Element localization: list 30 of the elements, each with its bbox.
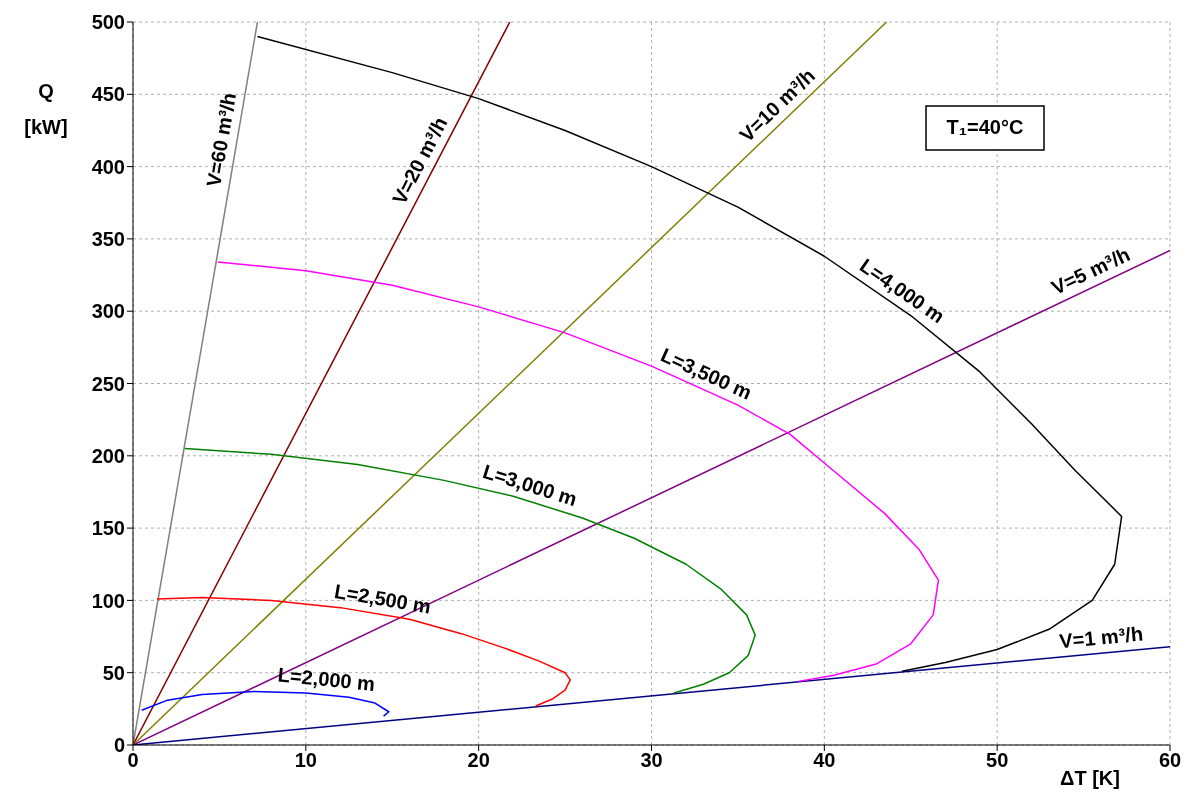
text: V=60 m³/h (202, 91, 241, 189)
y-axis-title: Q [kW] (24, 80, 68, 138)
x-tick-label: 30 (640, 749, 663, 772)
text: V=20 m³/h (388, 113, 452, 208)
y-tick-label: 150 (91, 517, 125, 540)
x-tick-label: 20 (467, 749, 490, 772)
y-tick-label: 400 (91, 155, 125, 178)
y-tick-label: 100 (91, 589, 125, 612)
text: V=5 m³/h (1048, 242, 1134, 299)
x-tick-label: 40 (813, 749, 836, 772)
x-tick-label: 50 (986, 749, 1009, 772)
y-tick-label: 500 (91, 11, 125, 34)
x-tick-label: 10 (294, 749, 317, 772)
y-tick-label: 350 (91, 228, 125, 250)
y-tick-label: 50 (102, 661, 125, 684)
y-tick-label: 200 (91, 444, 125, 467)
y-tick-label: 0 (113, 734, 125, 757)
y-tick-label: 450 (91, 83, 125, 106)
text: L=2,500 m (332, 579, 433, 618)
line-series (140, 690, 390, 717)
y-tick-label: 250 (91, 372, 125, 395)
text: L=3,000 m (480, 460, 580, 511)
x-axis-title: ΔT [K] (1060, 767, 1120, 789)
text: V=1 m³/h (1058, 622, 1144, 653)
x-tick-label: 0 (127, 749, 139, 772)
line-series (184, 447, 756, 694)
x-tick-label: 60 (1158, 749, 1182, 772)
y-tick-label: 300 (91, 300, 125, 323)
text: L=2,000 m (276, 663, 376, 696)
annotation: T₁=40°C (946, 116, 1024, 139)
